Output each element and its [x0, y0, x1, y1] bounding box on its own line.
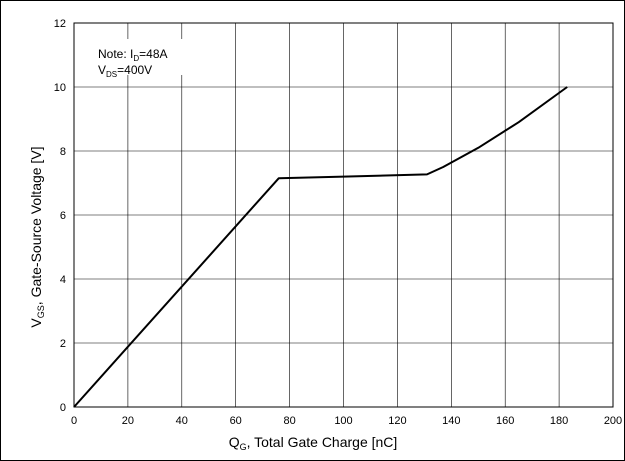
x-tick-label: 200: [604, 415, 622, 427]
plot-area-border: [73, 22, 614, 408]
note-box: Note: ID=48A VDS=400V: [86, 39, 194, 79]
y-tick-label: 10: [54, 82, 66, 94]
x-tick-label: 160: [496, 415, 514, 427]
x-tick-label: 20: [122, 415, 134, 427]
grid-lines: [73, 22, 614, 408]
x-tick-labels: 0 20 40 60 80 100 120 140 160 180 200: [71, 415, 622, 427]
y-tick-label: 12: [54, 18, 66, 30]
y-axis-title: VGS, Gate-Source Voltage [V]: [28, 146, 46, 327]
y-tick-label: 4: [60, 274, 66, 286]
x-tick-label: 140: [442, 415, 460, 427]
y-tick-label: 8: [60, 146, 66, 158]
gate-charge-curve: [73, 86, 568, 408]
y-tick-label: 2: [60, 338, 66, 350]
y-tick-labels: 0 2 4 6 8 10 12: [54, 18, 66, 414]
x-axis-title: QG, Total Gate Charge [nC]: [229, 434, 398, 452]
x-tick-label: 40: [176, 415, 188, 427]
x-tick-label: 60: [230, 415, 242, 427]
x-tick-label: 0: [71, 415, 77, 427]
x-tick-label: 80: [283, 415, 295, 427]
y-tick-label: 6: [60, 210, 66, 222]
y-tick-label: 0: [60, 402, 66, 414]
x-tick-label: 120: [388, 415, 406, 427]
note-line-2: VDS=400V: [98, 63, 152, 79]
x-tick-label: 180: [550, 415, 568, 427]
note-background: [86, 39, 194, 75]
note-line-1: Note: ID=48A: [98, 47, 168, 63]
x-tick-label: 100: [334, 415, 352, 427]
